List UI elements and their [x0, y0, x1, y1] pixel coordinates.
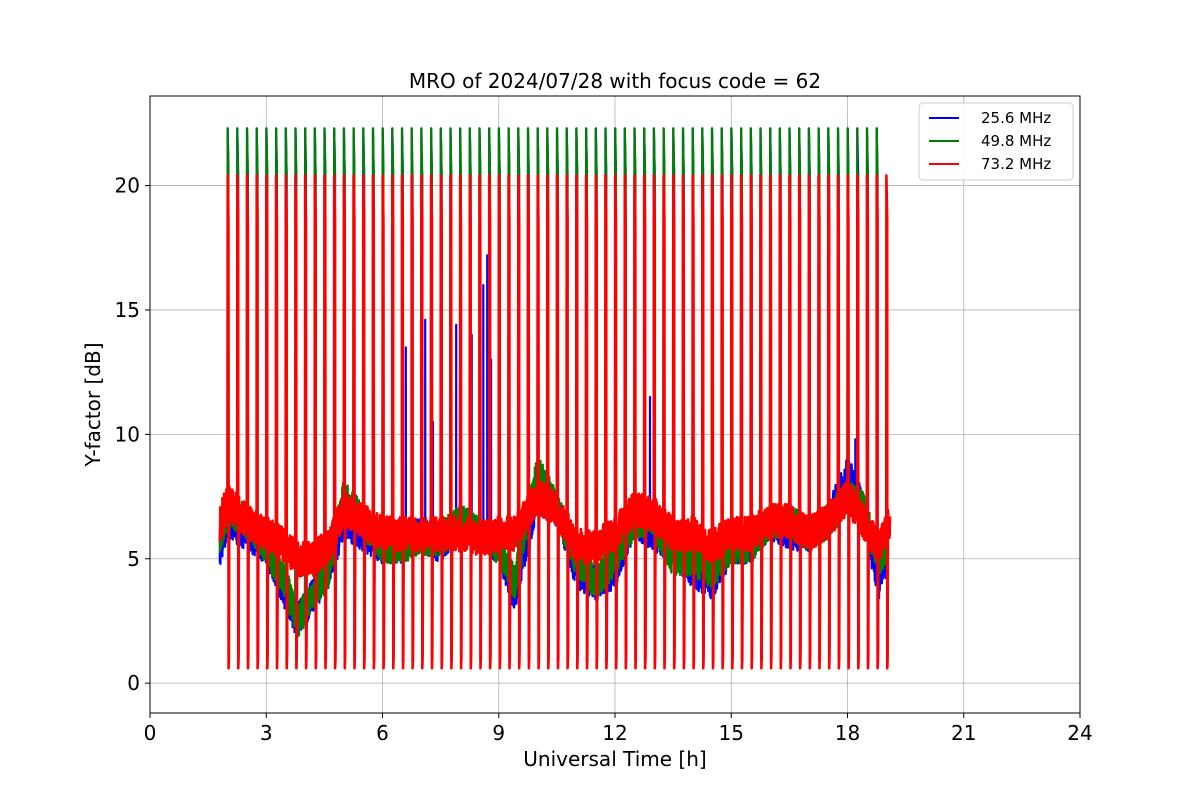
y-tick-label: 15 [115, 298, 140, 322]
axis-ticks: 0 3 6 9 12 15 18 21 24 0 5 10 15 20 [115, 174, 1093, 745]
y-axis-label: Y-factor [dB] [81, 342, 105, 467]
x-axis-label: Universal Time [h] [523, 747, 706, 771]
legend-label: 73.2 MHz [981, 155, 1051, 173]
legend-label: 25.6 MHz [981, 109, 1051, 127]
y-tick-label: 20 [115, 174, 140, 198]
legend: 25.6 MHz 49.8 MHz 73.2 MHz [918, 102, 1074, 181]
legend-box [918, 102, 1074, 181]
y-tick-label: 0 [127, 671, 140, 695]
series-layer [218, 127, 892, 670]
x-tick-label: 15 [719, 721, 744, 745]
series-line-3 [218, 174, 892, 670]
chart-title: MRO of 2024/07/28 with focus code = 62 [409, 69, 821, 93]
x-tick-label: 0 [144, 721, 157, 745]
x-tick-label: 21 [951, 721, 976, 745]
x-tick-label: 24 [1067, 721, 1092, 745]
x-tick-label: 18 [835, 721, 860, 745]
x-tick-label: 6 [376, 721, 389, 745]
y-tick-label: 5 [127, 547, 140, 571]
x-tick-label: 3 [260, 721, 273, 745]
y-tick-label: 10 [115, 422, 140, 446]
legend-label: 49.8 MHz [981, 132, 1051, 150]
x-tick-label: 12 [602, 721, 627, 745]
x-tick-label: 9 [492, 721, 505, 745]
